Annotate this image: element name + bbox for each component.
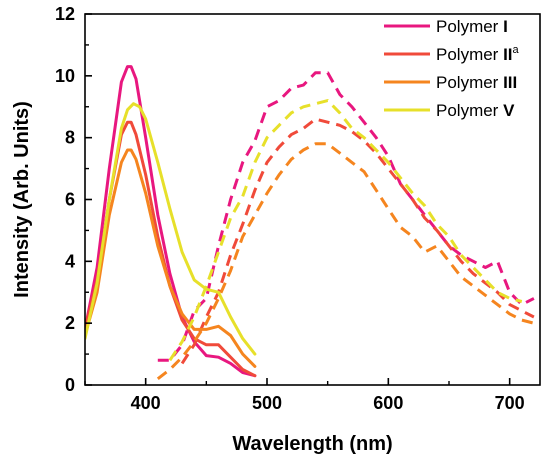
legend-label: Polymer IIa xyxy=(436,44,520,64)
absorption-line-polymer-i xyxy=(85,65,257,378)
emission-line-polymer-iii xyxy=(156,142,535,380)
x-tick-label: 700 xyxy=(495,393,525,413)
x-tick-label: 600 xyxy=(373,393,403,413)
y-tick-label: 10 xyxy=(55,66,75,86)
emission-line-polymer-i xyxy=(157,71,535,362)
y-tick-label: 4 xyxy=(65,251,75,271)
legend-label: Polymer I xyxy=(436,17,508,36)
legend-label: Polymer V xyxy=(436,101,515,120)
y-tick-label: 12 xyxy=(55,4,75,24)
x-tick-label: 400 xyxy=(131,393,161,413)
y-tick-label: 6 xyxy=(65,190,75,210)
absorption-line-polymer-v xyxy=(85,102,257,356)
y-tick-label: 2 xyxy=(65,313,75,333)
plot-lines xyxy=(85,65,535,380)
x-axis-title: Wavelength (nm) xyxy=(232,433,392,455)
y-tick-label: 8 xyxy=(65,128,75,148)
axis-ticks: 400 500 600 700 0 2 4 6 8 10 12 xyxy=(55,4,525,413)
emission-line-polymer-iia xyxy=(180,117,535,365)
x-tick-label: 500 xyxy=(252,393,282,413)
plot-frame xyxy=(84,13,541,386)
legend-label: Polymer III xyxy=(436,73,517,92)
legend: Polymer I Polymer IIa Polymer III Polymer V xyxy=(384,17,520,120)
y-axis-title: Intensity (Arb. Units) xyxy=(11,101,33,298)
emission-line-polymer-v xyxy=(168,99,523,362)
y-tick-label: 0 xyxy=(65,375,75,395)
absorption-line-polymer-iii xyxy=(85,148,257,368)
